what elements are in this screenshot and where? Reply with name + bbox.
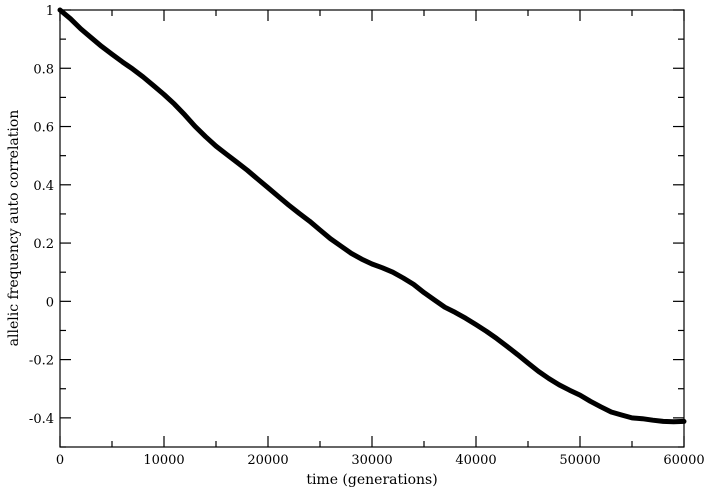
x-tick-label: 40000 bbox=[455, 453, 496, 468]
x-axis-title: time (generations) bbox=[306, 472, 437, 488]
x-tick-label: 0 bbox=[56, 453, 64, 468]
y-tick-label: 0.4 bbox=[33, 179, 54, 194]
x-tick-label: 30000 bbox=[351, 453, 392, 468]
x-tick-label: 20000 bbox=[247, 453, 288, 468]
y-tick-label: 0.2 bbox=[33, 237, 54, 252]
y-tick-label: 0.8 bbox=[33, 62, 54, 77]
x-tick-label: 50000 bbox=[559, 453, 600, 468]
y-axis-ticks: -0.4 -0.2 0 0.2 0.4 0.6 0.8 1 bbox=[29, 4, 684, 448]
y-tick-label: 0 bbox=[46, 295, 54, 310]
y-tick-label: -0.4 bbox=[29, 412, 54, 427]
y-tick-label: 1 bbox=[46, 4, 54, 19]
x-tick-label: 10000 bbox=[143, 453, 184, 468]
x-axis-ticks: 0 10000 20000 30000 40000 50000 60000 bbox=[56, 10, 705, 468]
y-tick-label: 0.6 bbox=[33, 121, 54, 136]
y-tick-label: -0.2 bbox=[29, 354, 54, 369]
x-tick-label: 60000 bbox=[663, 453, 704, 468]
y-axis-title: allelic frequency auto correlation bbox=[6, 110, 22, 347]
series-line bbox=[57, 7, 687, 425]
plot-frame bbox=[59, 9, 685, 448]
